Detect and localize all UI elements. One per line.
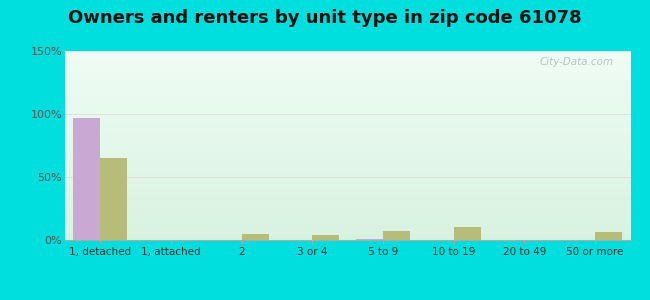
Text: City-Data.com: City-Data.com bbox=[540, 57, 614, 67]
Bar bbox=[454, 227, 480, 240]
Bar bbox=[383, 231, 410, 240]
Bar bbox=[313, 235, 339, 240]
Bar bbox=[242, 234, 268, 240]
Bar bbox=[100, 158, 127, 240]
Bar bbox=[73, 118, 100, 240]
Bar bbox=[595, 232, 622, 240]
Text: Owners and renters by unit type in zip code 61078: Owners and renters by unit type in zip c… bbox=[68, 9, 582, 27]
Bar bbox=[356, 239, 383, 240]
